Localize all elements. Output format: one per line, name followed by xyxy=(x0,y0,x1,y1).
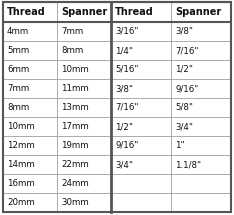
Text: 1/2": 1/2" xyxy=(175,65,193,74)
Text: 4mm: 4mm xyxy=(7,27,29,36)
Text: 14mm: 14mm xyxy=(7,160,35,169)
Text: Thread: Thread xyxy=(7,7,46,17)
Text: 8mm: 8mm xyxy=(7,103,29,112)
Text: 6mm: 6mm xyxy=(7,65,29,74)
Bar xyxy=(171,155,231,174)
Text: 5mm: 5mm xyxy=(7,46,29,55)
Text: 30mm: 30mm xyxy=(61,198,89,207)
Bar xyxy=(171,22,231,41)
Bar xyxy=(111,174,171,193)
Bar xyxy=(111,193,171,212)
Text: 3/16": 3/16" xyxy=(115,27,139,36)
Bar xyxy=(111,117,171,136)
Bar xyxy=(57,155,111,174)
Bar xyxy=(3,79,57,98)
Bar xyxy=(111,98,171,117)
Bar xyxy=(171,136,231,155)
Text: 5/8": 5/8" xyxy=(175,103,193,112)
Text: 22mm: 22mm xyxy=(61,160,89,169)
Text: 9/16": 9/16" xyxy=(175,84,198,93)
Text: 16mm: 16mm xyxy=(7,179,35,188)
Bar xyxy=(57,136,111,155)
Bar xyxy=(171,79,231,98)
Text: 7/16": 7/16" xyxy=(175,46,198,55)
Bar xyxy=(57,117,111,136)
Bar xyxy=(171,2,231,22)
Bar xyxy=(111,60,171,79)
Text: 3/8": 3/8" xyxy=(175,27,193,36)
Bar xyxy=(111,2,171,22)
Bar xyxy=(57,98,111,117)
Text: 13mm: 13mm xyxy=(61,103,89,112)
Text: 7/16": 7/16" xyxy=(115,103,139,112)
Text: 10mm: 10mm xyxy=(61,65,89,74)
Bar xyxy=(57,193,111,212)
Bar xyxy=(57,22,111,41)
Bar xyxy=(171,193,231,212)
Bar xyxy=(57,79,111,98)
Bar xyxy=(3,98,57,117)
Text: 8mm: 8mm xyxy=(61,46,83,55)
Bar xyxy=(111,136,171,155)
Bar xyxy=(171,117,231,136)
Bar xyxy=(57,60,111,79)
Text: 1.1/8": 1.1/8" xyxy=(175,160,201,169)
Text: 3/4": 3/4" xyxy=(175,122,193,131)
Bar xyxy=(57,41,111,60)
Text: 7mm: 7mm xyxy=(7,84,29,93)
Bar xyxy=(3,117,57,136)
Text: Thread: Thread xyxy=(115,7,154,17)
Text: 10mm: 10mm xyxy=(7,122,35,131)
Bar xyxy=(171,41,231,60)
Bar xyxy=(171,60,231,79)
Bar xyxy=(3,174,57,193)
Text: 17mm: 17mm xyxy=(61,122,89,131)
Text: 11mm: 11mm xyxy=(61,84,89,93)
Text: 7mm: 7mm xyxy=(61,27,83,36)
Text: 9/16": 9/16" xyxy=(115,141,138,150)
Bar xyxy=(3,155,57,174)
Bar xyxy=(111,41,171,60)
Bar xyxy=(3,193,57,212)
Bar xyxy=(111,22,171,41)
Bar xyxy=(171,98,231,117)
Text: 1": 1" xyxy=(175,141,185,150)
Text: 24mm: 24mm xyxy=(61,179,89,188)
Bar xyxy=(3,60,57,79)
Bar xyxy=(3,136,57,155)
Bar xyxy=(57,174,111,193)
Text: 5/16": 5/16" xyxy=(115,65,139,74)
Text: 3/8": 3/8" xyxy=(115,84,133,93)
Text: Spanner: Spanner xyxy=(61,7,107,17)
Bar xyxy=(3,22,57,41)
Text: 3/4": 3/4" xyxy=(115,160,133,169)
Bar xyxy=(111,79,171,98)
Bar xyxy=(171,174,231,193)
Text: 12mm: 12mm xyxy=(7,141,35,150)
Text: 1/2": 1/2" xyxy=(115,122,133,131)
Bar xyxy=(3,2,57,22)
Text: 19mm: 19mm xyxy=(61,141,89,150)
Text: 20mm: 20mm xyxy=(7,198,35,207)
Text: 1/4": 1/4" xyxy=(115,46,133,55)
Text: Spanner: Spanner xyxy=(175,7,221,17)
Bar xyxy=(111,155,171,174)
Bar xyxy=(3,41,57,60)
Bar xyxy=(57,2,111,22)
